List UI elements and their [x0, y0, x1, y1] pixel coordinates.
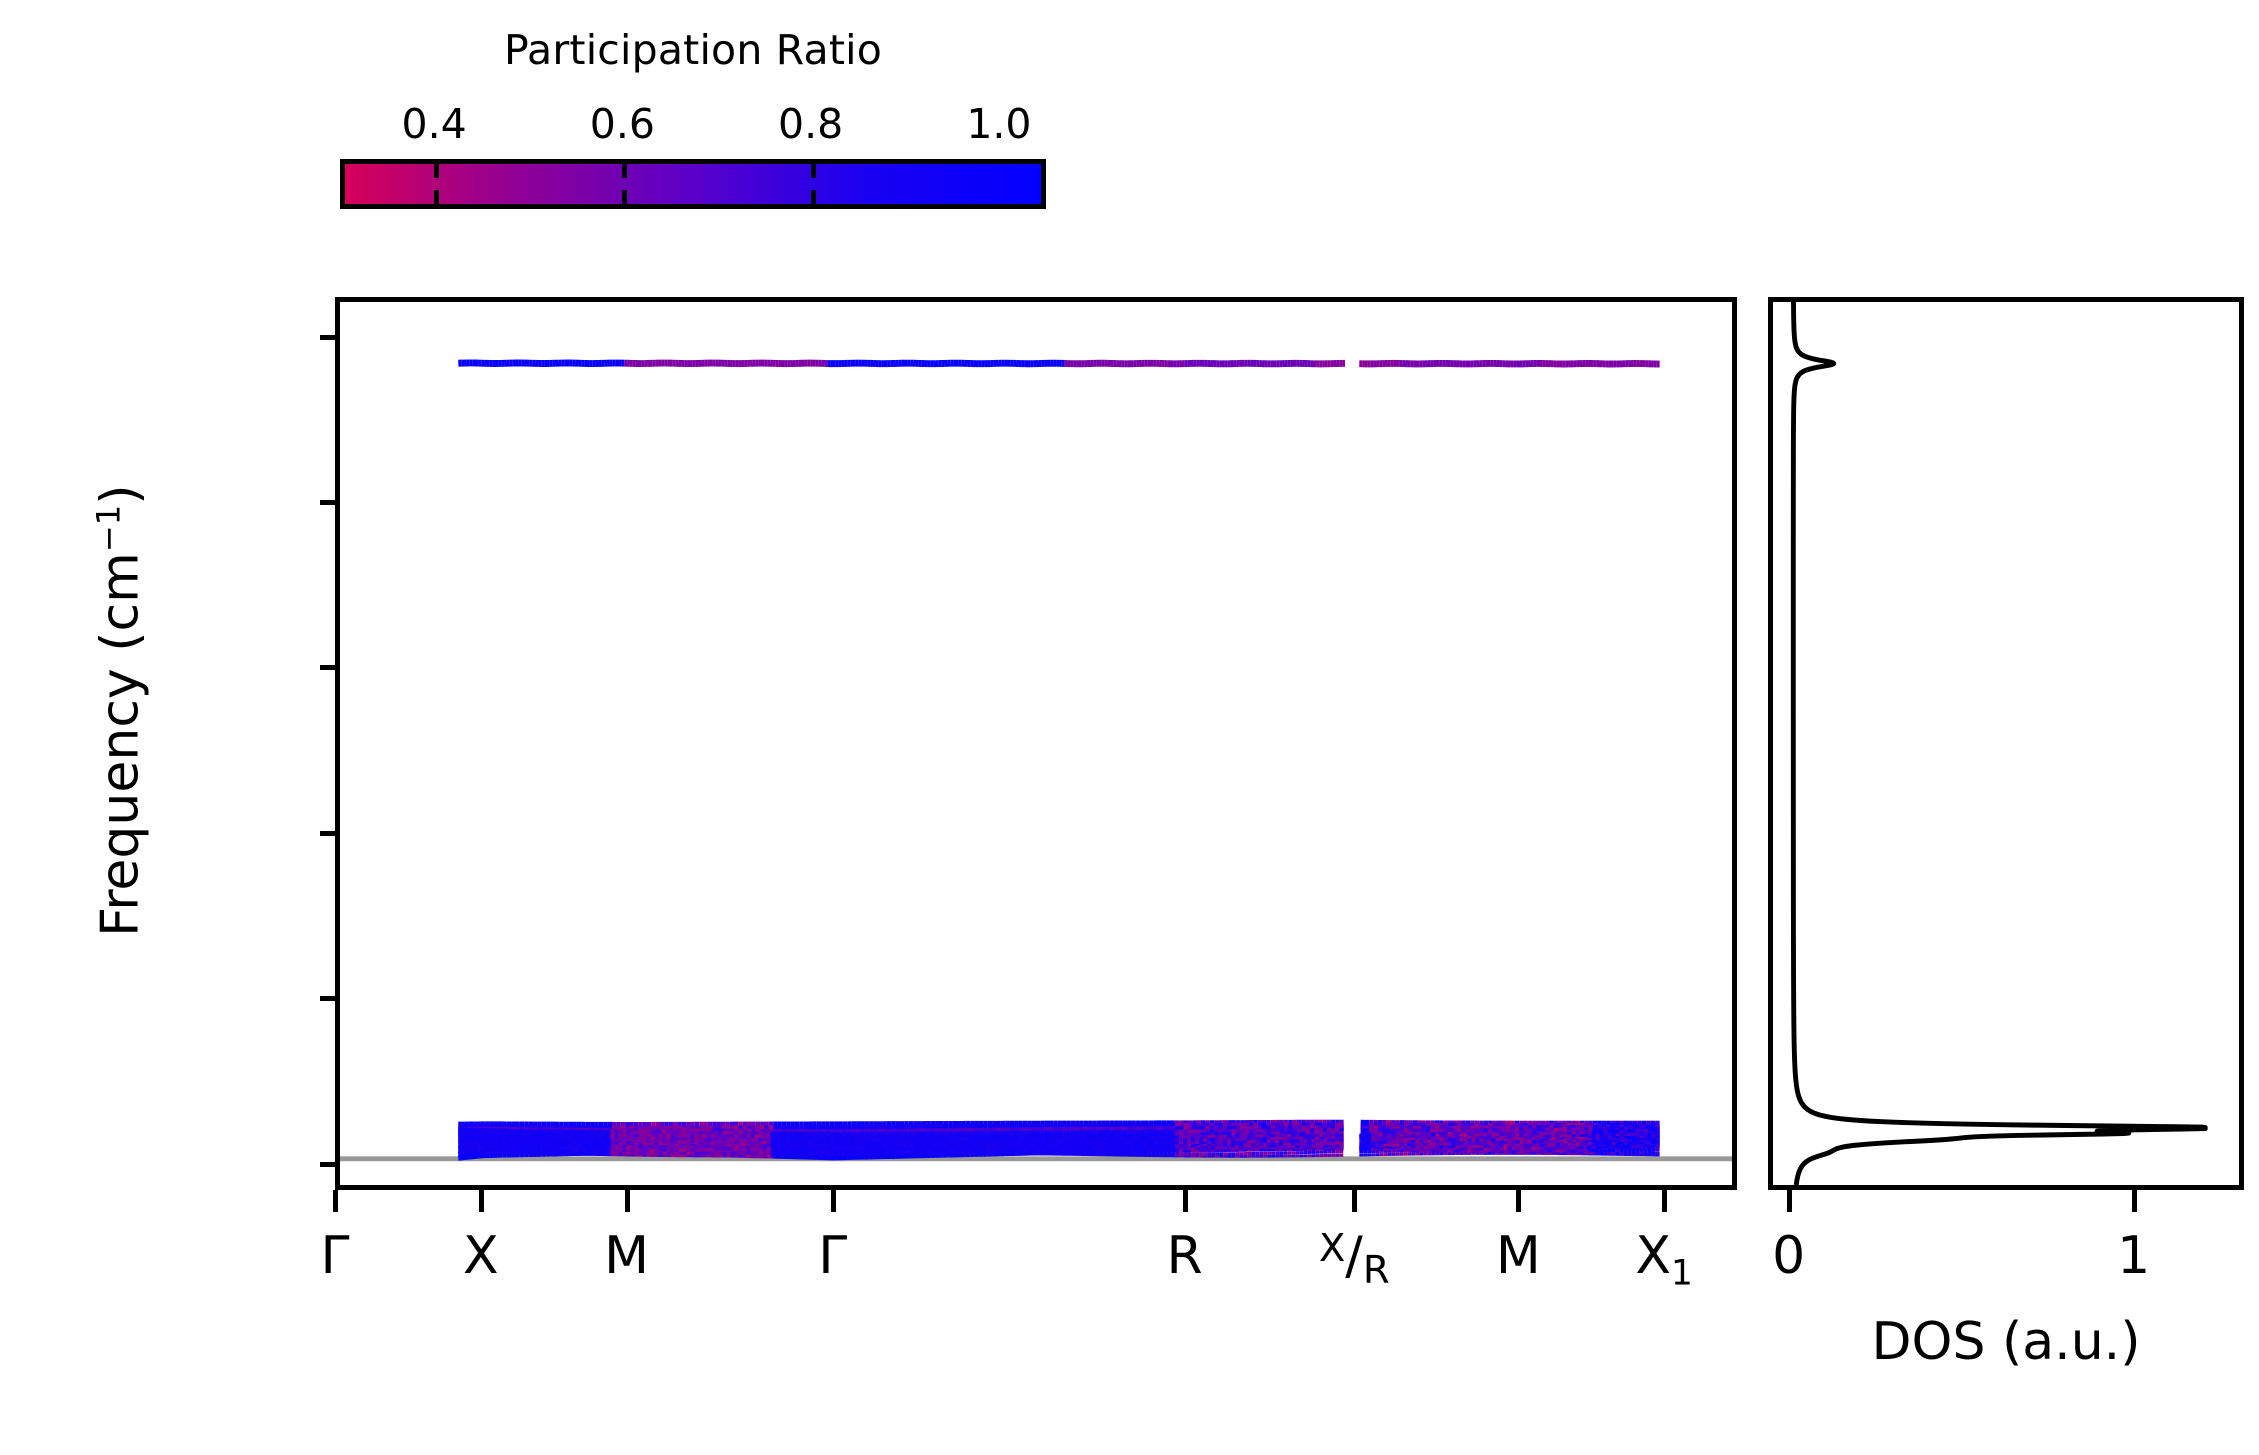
dos-x-tick-mark: [1786, 1190, 1792, 1212]
colorbar-gradient-box: [340, 159, 1046, 209]
x-tick-label: Γ: [818, 1226, 848, 1286]
colorbar-tick-mark: [622, 190, 628, 204]
dos-line: [1790, 302, 2208, 1185]
y-axis-label: Frequency (cm−1): [89, 484, 151, 937]
x-tick-mark: [1352, 1190, 1358, 1212]
dos-x-tick-label: 1: [2117, 1226, 2151, 1286]
dos-curve: [1790, 302, 2208, 1185]
colorbar-tick-label: 1.0: [966, 100, 1032, 148]
y-tick-mark: [320, 1161, 335, 1167]
band-structure-plot-area: [335, 297, 1737, 1190]
y-tick-mark: [320, 334, 335, 340]
y-tick-mark: [320, 830, 335, 836]
x-tick-mark: [1182, 1190, 1188, 1212]
x-tick-mark: [1516, 1190, 1522, 1212]
colorbar-tick-label: 0.6: [589, 100, 655, 148]
x-tick-label: X1: [1635, 1226, 1693, 1294]
colorbar-tick-label: 0.4: [401, 100, 467, 148]
x-tick-label: R: [1166, 1226, 1203, 1286]
dos-x-tick-mark: [2131, 1190, 2137, 1212]
colorbar-gradient: [345, 164, 1041, 204]
x-tick-mark: [478, 1190, 484, 1212]
band-structure-lines: [340, 359, 1732, 1162]
y-tick-mark: [320, 500, 335, 506]
x-tick-mark: [830, 1190, 836, 1212]
dos-x-tick-label: 0: [1772, 1226, 1806, 1286]
colorbar-tick-mark: [810, 164, 816, 178]
x-tick-mark: [333, 1190, 338, 1212]
colorbar: Participation Ratio 0.4 0.6 0.8 1.0: [340, 26, 1046, 209]
x-tick-label: X: [462, 1226, 499, 1286]
x-tick-label: M: [604, 1226, 650, 1286]
x-tick-mark: [1662, 1190, 1668, 1212]
x-tick-mark: [624, 1190, 630, 1212]
colorbar-tick-labels: 0.4 0.6 0.8 1.0: [340, 100, 1046, 148]
y-tick-mark: [320, 665, 335, 671]
colorbar-tick-mark: [810, 190, 816, 204]
x-tick-label: Γ: [320, 1226, 350, 1286]
x-tick-label: X/R: [1318, 1226, 1390, 1293]
colorbar-tick-mark: [622, 164, 628, 178]
colorbar-tick-mark: [434, 164, 440, 178]
x-tick-label: M: [1495, 1226, 1541, 1286]
y-tick-mark: [320, 996, 335, 1002]
colorbar-tick-mark: [434, 190, 440, 204]
colorbar-tick-label: 0.8: [778, 100, 844, 148]
colorbar-title: Participation Ratio: [503, 26, 883, 74]
dos-plot-area: [1768, 297, 2244, 1190]
dos-x-axis-label: DOS (a.u.): [1871, 1312, 2141, 1372]
